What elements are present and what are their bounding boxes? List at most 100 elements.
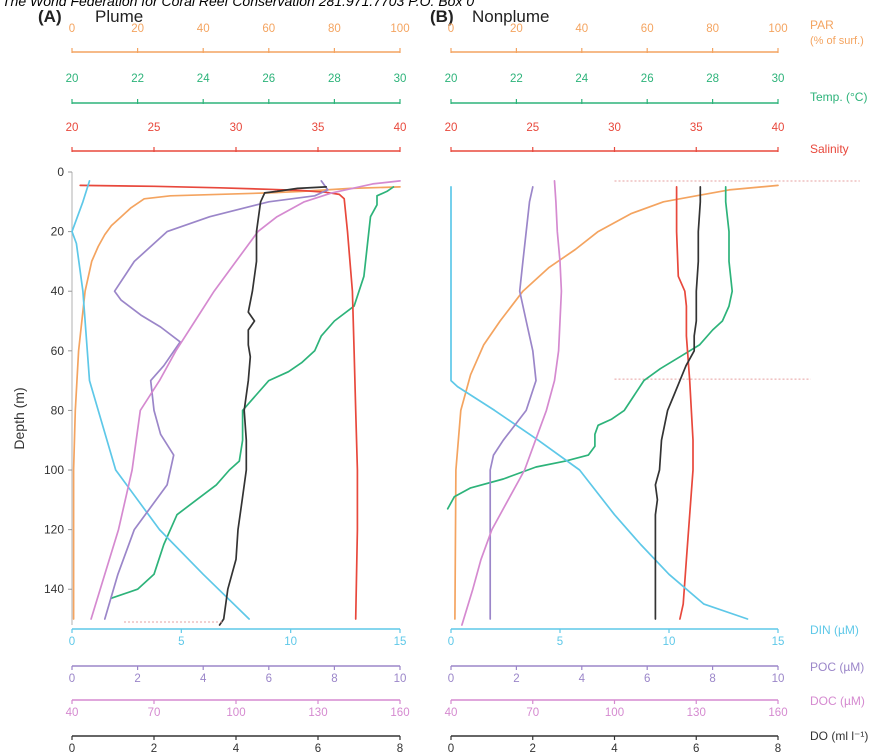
tick-label: 20	[66, 122, 79, 134]
top-axis-temp: 20 22 24 26 28 30 Temp. (°C)	[66, 73, 867, 104]
tick-label: 100	[390, 23, 409, 35]
tick-label: 10	[394, 673, 407, 685]
tick-label: 10	[663, 636, 676, 648]
tick-label: 60	[641, 23, 654, 35]
tick-label: 70	[526, 707, 539, 719]
tick-label: 100	[226, 707, 245, 719]
tick-label: 26	[641, 73, 654, 85]
tick-label: 70	[148, 707, 161, 719]
tick-label: 20	[445, 122, 458, 134]
tick-label: 100	[605, 707, 624, 719]
series-line-temp	[446, 186, 734, 510]
depth-axis-label: Depth (m)	[11, 387, 27, 449]
axis-label-din: DIN (µM)	[810, 623, 859, 637]
tick-label: 6	[266, 673, 272, 685]
tick-label: 30	[230, 122, 243, 134]
series-line-salinity	[675, 186, 694, 620]
tick-label: 30	[772, 73, 785, 85]
tick-label: 24	[197, 73, 210, 85]
depth-tick-label: 20	[51, 225, 65, 239]
axis-label-temp: Temp. (°C)	[810, 90, 867, 104]
tick-label: 0	[448, 673, 454, 685]
depth-tick-label: 40	[51, 284, 65, 298]
tick-label: 40	[394, 122, 407, 134]
tick-label: 30	[608, 122, 621, 134]
panel-label: (B)	[430, 7, 454, 26]
axis-label-salinity: Salinity	[810, 142, 849, 156]
tick-label: 15	[772, 636, 785, 648]
tick-label: 35	[690, 122, 703, 134]
tick-label: 28	[328, 73, 341, 85]
tick-label: 10	[772, 673, 785, 685]
tick-label: 8	[709, 673, 715, 685]
series-line-do	[218, 186, 328, 626]
tick-label: 40	[772, 122, 785, 134]
tick-label: 26	[262, 73, 275, 85]
depth-tick-label: 60	[51, 344, 65, 358]
tick-label: 20	[445, 73, 458, 85]
tick-label: 20	[510, 23, 523, 35]
tick-label: 80	[706, 23, 719, 35]
series-line-temp	[110, 186, 395, 600]
tick-label: 2	[530, 743, 536, 755]
tick-label: 22	[131, 73, 144, 85]
bottom-axis-doc: 40 70 100 130 160	[445, 699, 788, 719]
depth-tick-label: 100	[44, 463, 64, 477]
axis-label-par: PAR	[810, 18, 834, 32]
axis-label-doc: DOC (µM)	[810, 694, 865, 708]
tick-label: 4	[233, 743, 240, 755]
series-line-par	[72, 186, 401, 620]
series-line-din	[450, 186, 749, 620]
top-axis-par: 0 20 40 60 80 100 PAR (% of surf.)	[69, 18, 864, 53]
bottom-axis-din: 0 5 10 15	[448, 628, 785, 648]
axis-label-poc: POC (µM)	[810, 660, 864, 674]
tick-label: 35	[312, 122, 325, 134]
tick-label: 0	[448, 636, 454, 648]
tick-label: 130	[308, 707, 327, 719]
top-axis-salinity: 20 25 30 35 40 Salinity	[66, 122, 849, 156]
tick-label: 28	[706, 73, 719, 85]
tick-label: 0	[69, 23, 75, 35]
series-line-poc	[489, 186, 537, 620]
tick-label: 130	[687, 707, 706, 719]
series-line-doc	[461, 180, 563, 626]
tick-label: 8	[331, 673, 337, 685]
panel-label: (A)	[38, 7, 62, 26]
top-axis-temp: 20 22 24 26 28 30	[445, 73, 785, 104]
bottom-axis-doc: 40 70 100 130 160 DOC (µM)	[66, 694, 865, 719]
series-line-salinity	[79, 184, 359, 620]
tick-label: 8	[397, 743, 403, 755]
bottom-axis-poc: 0 2 4 6 8 10 POC (µM)	[69, 660, 864, 685]
tick-label: 6	[315, 743, 321, 755]
tick-label: 2	[513, 673, 519, 685]
series-line-doc	[90, 180, 401, 620]
bottom-axis-poc: 0 2 4 6 8 10	[448, 665, 785, 685]
tick-label: 60	[262, 23, 275, 35]
tick-label: 24	[575, 73, 588, 85]
depth-tick-label: 0	[57, 165, 64, 179]
tick-label: 0	[69, 743, 75, 755]
tick-label: 2	[134, 673, 140, 685]
tick-label: 4	[611, 743, 618, 755]
series-line-do	[654, 186, 702, 620]
bottom-axis-do: 0 2 4 6 8	[448, 735, 781, 755]
page-header: The World Federation for Coral Reef Cons…	[0, 0, 889, 18]
tick-label: 0	[448, 23, 454, 35]
tick-label: 8	[775, 743, 781, 755]
tick-label: 25	[148, 122, 161, 134]
tick-label: 5	[557, 636, 563, 648]
tick-label: 6	[693, 743, 699, 755]
axis-label2-par: (% of surf.)	[810, 35, 864, 47]
tick-label: 100	[768, 23, 787, 35]
tick-label: 15	[394, 636, 407, 648]
top-axis-par: 0 20 40 60 80 100	[448, 23, 788, 53]
depth-tick-label: 120	[44, 523, 64, 537]
tick-label: 0	[69, 636, 75, 648]
tick-label: 30	[394, 73, 407, 85]
tick-label: 40	[197, 23, 210, 35]
tick-label: 5	[178, 636, 184, 648]
series-line-din	[71, 180, 250, 620]
